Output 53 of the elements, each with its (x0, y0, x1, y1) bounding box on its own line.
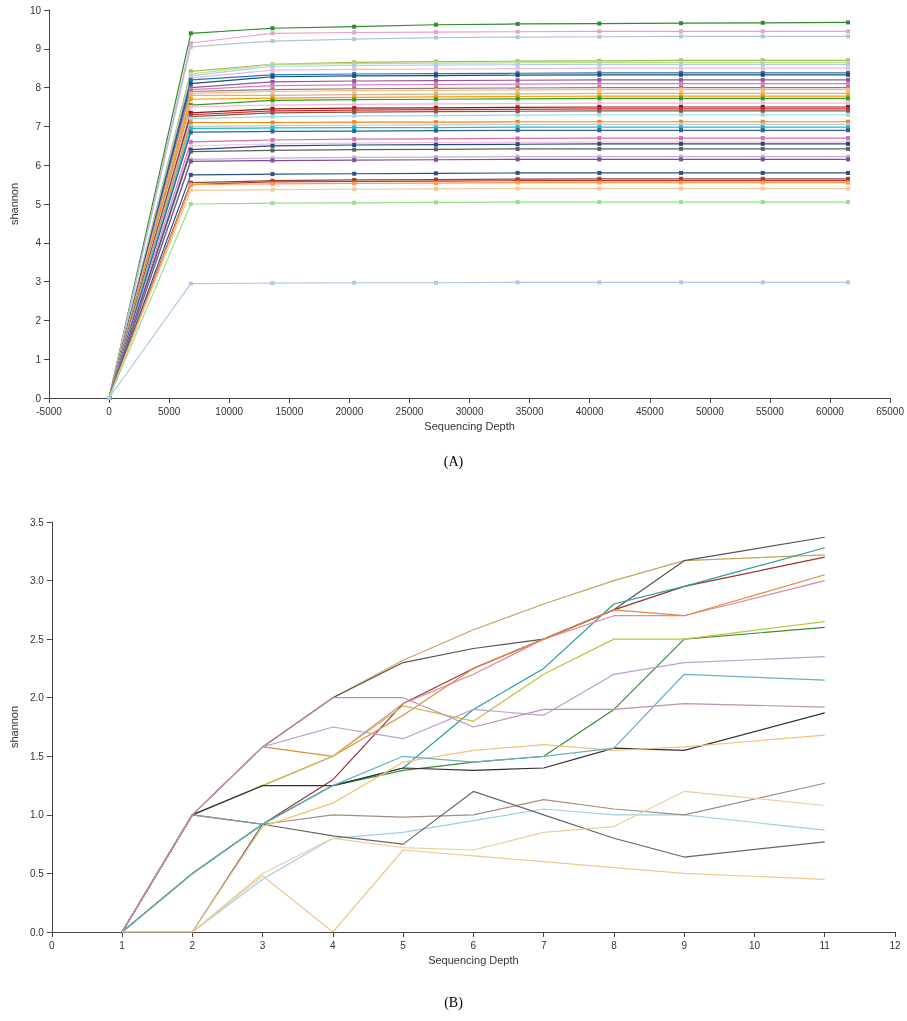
y-tick-label: 6 (35, 159, 42, 171)
x-tick-label: 40000 (575, 405, 605, 417)
y-tick-label: 1 (35, 353, 42, 365)
x-tick-label: 60000 (816, 405, 845, 417)
x-tick-label: 30000 (455, 405, 484, 417)
y-tick-label: 10 (29, 4, 42, 16)
x-tick-label: 35000 (515, 405, 544, 417)
y-tick-label: 2.0 (29, 692, 45, 704)
y-tick-label: 0.0 (29, 926, 45, 938)
x-tick-label: 55000 (756, 405, 785, 417)
x-tick-label: 25000 (395, 405, 424, 417)
x-tick-label: 6 (470, 939, 477, 951)
x-tick-label: 7 (540, 939, 547, 951)
y-tick-label: 8 (35, 82, 42, 94)
y-tick-label: 1.0 (29, 809, 45, 821)
y-tick-label: 3.0 (29, 575, 45, 587)
x-tick-label: 65000 (876, 405, 905, 417)
x-tick-label: 8 (611, 939, 618, 951)
x-axis-title: Sequencing Depth (428, 954, 519, 967)
y-tick-label: 9 (35, 43, 42, 55)
x-tick-label: 11 (819, 939, 831, 951)
x-tick-label: 15000 (275, 405, 304, 417)
x-tick-label: 10000 (215, 405, 244, 417)
x-tick-label: 10 (748, 939, 761, 951)
text: (B) (444, 994, 464, 1011)
y-tick-label: 4 (35, 237, 42, 249)
y-tick-label: 3.5 (29, 516, 45, 528)
x-tick-label: -5000 (36, 405, 63, 417)
x-axis-title: Sequencing Depth (424, 420, 515, 433)
y-tick-label: 0 (35, 392, 42, 404)
y-axis-title: shannon (7, 182, 20, 226)
x-tick-label: 20000 (335, 405, 364, 417)
y-tick-label: 2 (35, 314, 42, 326)
x-tick-label: 0 (106, 405, 113, 417)
x-tick-label: 0 (49, 939, 56, 951)
y-tick-label: 7 (35, 120, 42, 132)
x-tick-label: 3 (259, 939, 266, 951)
y-tick-label: 3 (35, 276, 42, 288)
x-tick-label: 50000 (695, 405, 725, 417)
y-axis-title: shannon (7, 705, 20, 749)
x-tick-label: 12 (889, 939, 901, 951)
y-tick-label: 0.5 (29, 867, 45, 879)
y-tick-label: 1.5 (29, 750, 45, 762)
x-tick-label: 45000 (635, 405, 665, 417)
x-tick-label: 2 (189, 939, 196, 951)
text: (A) (443, 453, 464, 470)
x-tick-label: 5 (400, 939, 407, 951)
y-tick-label: 2.5 (29, 633, 45, 645)
y-tick-label: 5 (35, 198, 42, 210)
x-tick-label: 9 (681, 939, 688, 951)
x-tick-label: 4 (330, 939, 337, 951)
x-tick-label: 5000 (158, 405, 181, 417)
x-tick-label: 1 (119, 939, 126, 951)
